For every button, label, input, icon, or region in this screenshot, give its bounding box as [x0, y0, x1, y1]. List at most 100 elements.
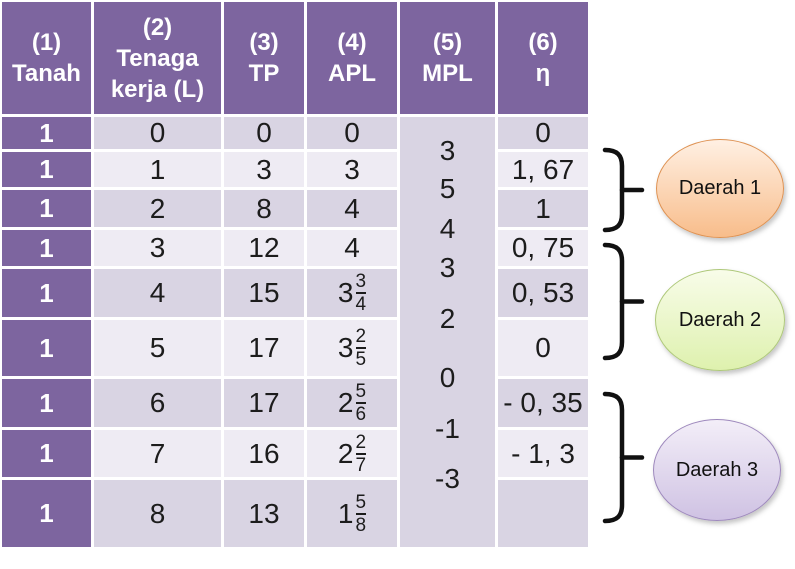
cell-tp-row5: 15 [224, 269, 304, 317]
mpl-value: 4 [439, 213, 456, 244]
cell-value: 0 [535, 117, 551, 148]
cell-tanah-row3: 1 [2, 190, 91, 227]
production-table: (1) Tanah (2) Tenaga kerja (L) (3) TP (4) APL (5)… [2, 2, 588, 547]
cell-tanah-row1: 1 [2, 117, 91, 149]
cell-eta-row2: 1, 67 [498, 152, 588, 187]
cell-value: 7 [149, 437, 166, 469]
cell-tenaga_kerja-row5: 4 [94, 269, 221, 317]
cell-apl-row1: 0 [307, 117, 397, 149]
fraction-numerator: 5 [355, 381, 367, 402]
cell-tanah-row8: 1 [2, 430, 91, 477]
fraction-numerator: 5 [355, 491, 367, 513]
cell-value: - 1, 3 [511, 437, 575, 469]
cell-tenaga_kerja-row1: 0 [94, 117, 221, 149]
cell-value: 4 [149, 277, 166, 308]
header-line: TP [248, 60, 280, 87]
cell-value: 1 [39, 498, 54, 528]
fraction-denominator: 4 [355, 292, 367, 315]
cell-tanah-row5: 1 [2, 269, 91, 317]
fraction-whole: 2 [337, 437, 354, 469]
cell-value: 8 [256, 192, 272, 224]
cell-tenaga_kerja-row6: 5 [94, 320, 221, 376]
cell-value: 1 [149, 153, 166, 185]
cell-value: 12 [248, 232, 280, 263]
cell-value: - 0, 35 [503, 387, 583, 418]
cell-value: 17 [248, 332, 280, 363]
mpl-value: 0 [439, 362, 456, 393]
cell-value: 1, 67 [511, 153, 575, 185]
region-ellipse-daerah-2: Daerah 2 [655, 269, 785, 371]
cell-value: 3 [149, 232, 166, 263]
fraction-denominator: 6 [355, 402, 367, 425]
cell-value: 16 [248, 437, 280, 469]
cell-value: 5 [149, 332, 166, 363]
cell-value: 6 [149, 387, 166, 418]
cell-tenaga_kerja-row7: 6 [94, 379, 221, 427]
cell-eta-row8: - 1, 3 [498, 430, 588, 477]
cell-eta-row4: 0, 75 [498, 230, 588, 266]
cell-tp-row9: 13 [224, 480, 304, 547]
cell-tp-row3: 8 [224, 190, 304, 227]
cell-eta-row5: 0, 53 [498, 269, 588, 317]
cell-tanah-row2: 1 [2, 152, 91, 187]
cell-value: 1 [535, 192, 551, 224]
fraction-whole: 3 [337, 277, 354, 308]
cell-value: 1 [39, 277, 54, 308]
header-line: (1) [31, 29, 62, 56]
cell-value: 2 [149, 192, 166, 224]
cell-value: 8 [149, 497, 166, 529]
region-label: Daerah 3 [675, 458, 759, 481]
cell-value: 0 [535, 332, 551, 363]
cell-tanah-row4: 1 [2, 230, 91, 266]
header-line: Tenaga [116, 44, 199, 72]
cell-apl-row2: 3 [307, 152, 397, 187]
cell-tenaga_kerja-row8: 7 [94, 430, 221, 477]
header-line: kerja (L) [110, 75, 205, 103]
mpl-value: -1 [435, 413, 460, 444]
fraction-numerator: 3 [355, 271, 367, 292]
mpl-value: 3 [439, 135, 456, 166]
cell-value: 1 [39, 154, 54, 184]
cell-tenaga_kerja-row3: 2 [94, 190, 221, 227]
region-ellipse-daerah-1: Daerah 1 [656, 139, 784, 238]
brace-daerah-1 [602, 147, 645, 233]
header-cell-col4: (4) APL [307, 2, 397, 114]
cell-tp-row8: 16 [224, 430, 304, 477]
header-line: MPL [422, 60, 473, 87]
region-ellipse-daerah-3: Daerah 3 [653, 419, 781, 521]
header-cell-col5: (5) MPL [400, 2, 495, 114]
header-cell-col2: (2) Tenaga kerja (L) [94, 2, 221, 114]
header-cell-col3: (3) TP [224, 2, 304, 114]
cell-tp-row1: 0 [224, 117, 304, 149]
brace-daerah-2 [602, 242, 645, 361]
header-line: Tanah [12, 60, 81, 87]
cell-apl-row3: 4 [307, 190, 397, 227]
cell-value: 0 [344, 117, 360, 148]
fraction-numerator: 2 [355, 431, 367, 453]
cell-value: 0, 53 [511, 277, 575, 308]
region-label: Daerah 2 [678, 308, 762, 331]
cell-tenaga_kerja-row2: 1 [94, 152, 221, 187]
cell-apl-row4: 4 [307, 230, 397, 266]
cell-value: 0 [149, 117, 166, 148]
cell-value: 1 [39, 387, 54, 418]
cell-eta-row7: - 0, 35 [498, 379, 588, 427]
cell-value: 0, 75 [511, 232, 575, 263]
header-line: (3) [249, 29, 279, 56]
header-line: (5) [432, 29, 463, 56]
cell-value: 1 [39, 232, 54, 263]
cell-value: 17 [248, 387, 280, 418]
cell-value: 13 [248, 497, 280, 529]
cell-value: 1 [39, 193, 54, 223]
